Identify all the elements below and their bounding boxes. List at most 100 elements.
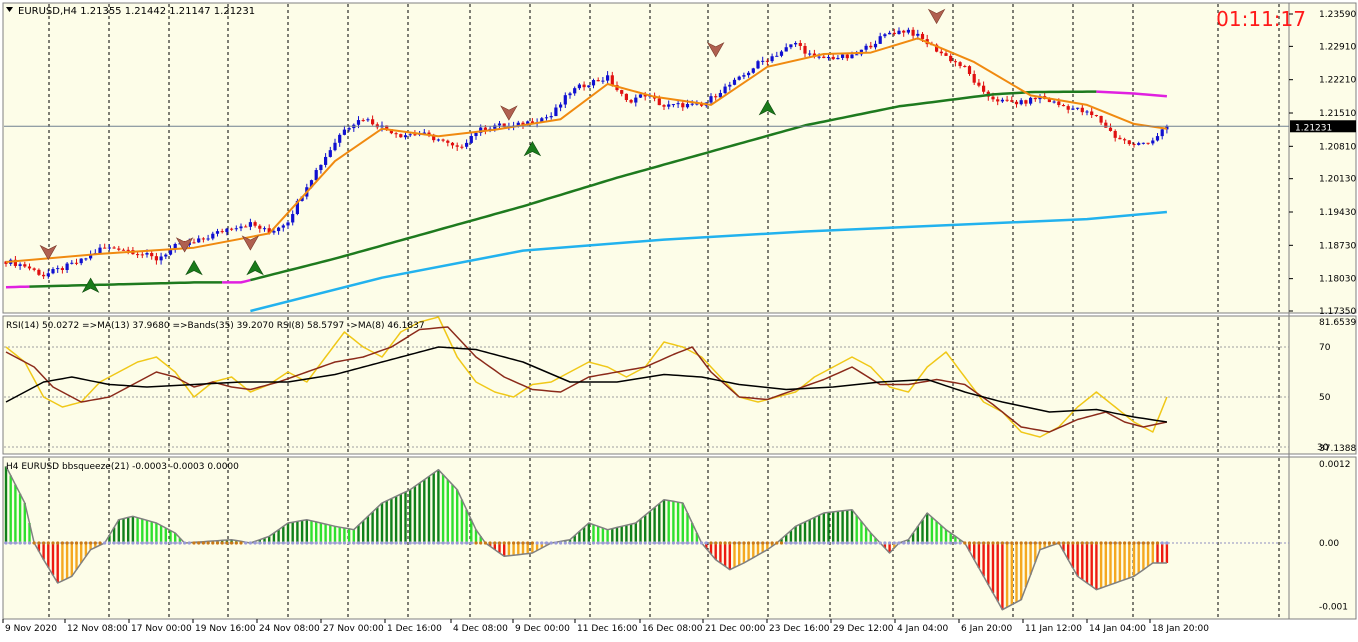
squeeze-dot: [775, 541, 779, 545]
squeeze-dot: [375, 541, 379, 545]
ma-green-line: [250, 90, 1097, 282]
candle-bear: [112, 247, 116, 249]
squeeze-dot: [469, 541, 473, 545]
squeeze-dot: [483, 541, 487, 545]
squeeze-dot: [352, 541, 356, 545]
squeeze-panel-bg: [2, 456, 1357, 620]
squeeze-dot: [1066, 541, 1070, 545]
squeeze-dot: [526, 541, 530, 545]
axis-layer: 1.23590 1.22910 1.22210 1.21510 1.20810 1.201…: [2, 10, 1356, 634]
squeeze-dot: [554, 541, 558, 545]
squeeze-dot: [18, 541, 22, 545]
squeeze-dot: [103, 541, 107, 545]
squeeze-dot: [1052, 541, 1056, 545]
squeeze-dot: [817, 541, 821, 545]
candle-bear: [399, 134, 403, 138]
squeeze-dot: [380, 541, 384, 545]
candle-bull: [281, 225, 285, 228]
squeeze-dot: [197, 541, 201, 545]
squeeze-dot: [540, 541, 544, 545]
candle-bull: [366, 119, 370, 121]
candle-bear: [1094, 115, 1098, 117]
squeeze-dot: [789, 541, 793, 545]
squeeze-dot: [9, 541, 13, 545]
squeeze-dot: [742, 541, 746, 545]
squeeze-dot: [112, 541, 116, 545]
squeeze-dot: [714, 541, 718, 545]
squeeze-dot: [695, 541, 699, 545]
candle-bull: [319, 164, 323, 171]
squeeze-dot: [333, 541, 337, 545]
candle-bull: [1155, 136, 1160, 141]
time-axis-label: 6 Jan 20:00: [961, 624, 1013, 634]
rsi-axis-label: 81.6539: [1319, 318, 1356, 328]
squeeze-dot: [1076, 541, 1080, 545]
candle-bull: [84, 258, 88, 260]
squeeze-dot: [427, 541, 431, 545]
squeeze-dot: [808, 541, 812, 545]
main-panel-bg: [2, 2, 1357, 314]
squeeze-dot: [131, 541, 135, 545]
buy-arrow-icon: [523, 140, 542, 157]
squeeze-dot: [46, 541, 50, 545]
time-axis-label: 17 Nov 00:00: [131, 624, 192, 634]
candle-bull: [577, 84, 581, 89]
squeeze-dot: [888, 541, 892, 545]
squeeze-dot: [488, 541, 492, 545]
squeeze-dot: [460, 541, 464, 545]
candle-bear: [530, 121, 534, 124]
squeeze-dot: [1029, 541, 1033, 545]
rsi-axis-label: 37.1388: [1319, 444, 1356, 454]
candle-bear: [624, 93, 628, 101]
squeeze-dot: [1165, 541, 1169, 545]
squeeze-dot: [671, 541, 676, 545]
candle-bear: [982, 85, 986, 92]
squeeze-dot: [620, 541, 624, 545]
candle-bull: [324, 156, 328, 165]
squeeze-dot: [798, 541, 802, 545]
sell-arrow-icon: [175, 237, 194, 253]
squeeze-dot: [502, 541, 506, 545]
candle-bull: [789, 44, 793, 48]
squeeze-dot: [98, 541, 102, 545]
squeeze-dot: [704, 541, 708, 545]
time-axis-label: 23 Dec 16:00: [769, 624, 830, 634]
candle-bear: [521, 122, 525, 126]
candle-bull: [342, 129, 346, 135]
squeeze-dot: [897, 541, 901, 545]
rsi-axis-label: 70: [1319, 343, 1331, 353]
collapse-triangle-icon[interactable]: [6, 7, 13, 12]
time-axis-label: 18 Jan 20:00: [1152, 624, 1209, 634]
candle-bear: [230, 228, 234, 230]
squeeze-dot: [314, 541, 318, 545]
price-axis-label: 1.22910: [1319, 42, 1356, 52]
squeeze-dot: [211, 541, 215, 545]
squeeze-dot: [65, 541, 69, 545]
candle-bear: [920, 33, 925, 40]
squeeze-dot: [1033, 541, 1037, 545]
squeeze-dot: [535, 541, 539, 545]
candle-bear: [1146, 142, 1150, 144]
squeeze-dot: [1137, 541, 1141, 545]
squeeze-dot: [408, 541, 412, 545]
squeeze-dot: [944, 541, 948, 545]
candle-bear: [610, 75, 614, 86]
squeeze-dot: [361, 541, 365, 545]
squeeze-dot: [168, 541, 173, 545]
candle-bear: [1005, 99, 1009, 101]
squeeze-dot: [1000, 541, 1005, 545]
squeeze-dot: [822, 541, 826, 545]
candle-bull: [1151, 140, 1155, 144]
candle-bull: [333, 142, 337, 151]
squeeze-dot: [324, 541, 328, 545]
candle-bull: [1000, 99, 1004, 102]
candle-bear: [1132, 144, 1136, 146]
rsi-panel: [5, 316, 1168, 438]
candle-bull: [601, 80, 605, 82]
candle-bull: [690, 103, 694, 105]
squeeze-dot: [850, 541, 854, 545]
candle-bear: [121, 249, 126, 251]
price-axis-label: 1.17350: [1319, 307, 1356, 317]
squeeze-dot: [1127, 541, 1131, 545]
